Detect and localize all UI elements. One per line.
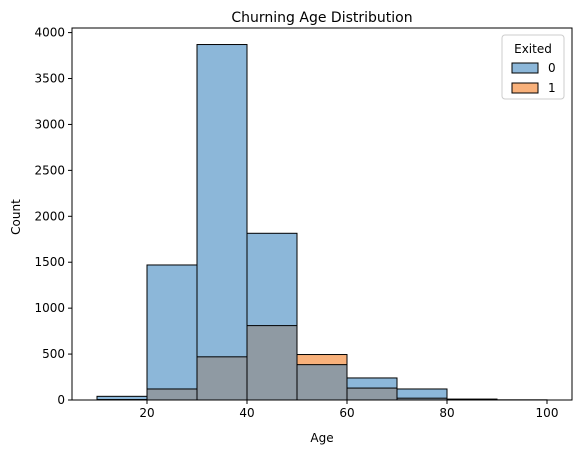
- overlap-bar: [347, 388, 397, 400]
- legend-label-0: 0: [548, 61, 556, 75]
- y-axis-label: Count: [9, 199, 23, 235]
- overlap-bar: [247, 325, 297, 400]
- x-tick-label: 40: [239, 406, 254, 420]
- overlap-bar: [297, 364, 347, 400]
- plot-area: [71, 27, 573, 401]
- overlap-bar: [197, 356, 247, 400]
- x-axis-label: Age: [310, 431, 333, 445]
- x-tick-label: 80: [439, 406, 454, 420]
- x-axis: 20 40 60 80 100: [139, 400, 558, 420]
- legend-swatch-1: [511, 82, 539, 94]
- bar-segment: [297, 354, 347, 365]
- y-tick-label: 0: [57, 393, 65, 407]
- y-tick-label: 3500: [34, 72, 65, 86]
- bar-segment: [397, 388, 447, 399]
- overlap-bar: [397, 398, 447, 400]
- legend-label-1: 1: [548, 81, 556, 95]
- y-axis: 0 500 1000 1500 2000 2500 3000 3500 4000: [34, 26, 72, 407]
- y-tick-label: 1000: [34, 301, 65, 315]
- y-tick-label: 2500: [34, 163, 65, 177]
- y-tick-label: 3000: [34, 117, 65, 131]
- chart-title: Churning Age Distribution: [231, 10, 412, 26]
- y-tick-label: 4000: [34, 26, 65, 40]
- legend-swatch-0: [511, 62, 539, 74]
- legend: Exited 0 1: [501, 34, 565, 100]
- bar-segment: [97, 396, 147, 400]
- y-tick-label: 2000: [34, 209, 65, 223]
- bar-segment: [197, 44, 247, 357]
- x-tick-label: 60: [339, 406, 354, 420]
- overlap-bar: [147, 388, 197, 400]
- x-tick-label: 20: [139, 406, 154, 420]
- plot-frame: [71, 27, 573, 401]
- bar-segment: [347, 377, 397, 389]
- bar-segment: [147, 264, 197, 389]
- y-tick-label: 500: [42, 347, 65, 361]
- y-tick-label: 1500: [34, 255, 65, 269]
- bar-segment: [247, 233, 297, 326]
- legend-title: Exited: [514, 42, 552, 56]
- x-tick-label: 100: [536, 406, 559, 420]
